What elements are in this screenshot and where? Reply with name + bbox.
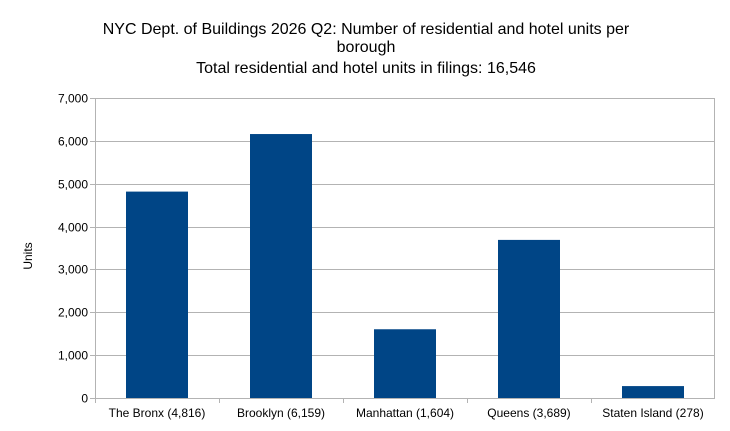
chart-subtitle: Total residential and hotel units in fil… [196,60,536,77]
x-tick-labels: The Bronx (4,816) Brooklyn (6,159) Manhatt… [109,406,704,420]
bar [250,134,312,399]
bar [374,329,436,398]
y-tick-label: 6,000 [58,135,88,149]
y-tick-label: 4,000 [58,221,88,235]
chart-title: NYC Dept. of Buildings 2026 Q2: Number o… [103,21,630,77]
x-tick-label: Staten Island (278) [602,406,703,420]
x-tick-label: Brooklyn (6,159) [237,406,325,420]
x-tick-label: Manhattan (1,604) [356,406,454,420]
y-tick-label: 7,000 [58,92,88,106]
chart-title-line-2: borough [337,39,396,56]
y-tick-label: 1,000 [58,349,88,363]
y-tick-labels: 0 1,000 2,000 3,000 4,000 5,000 6,000 7,000 [58,92,88,406]
x-tick-label: The Bronx (4,816) [109,406,206,420]
bars [126,134,684,399]
y-tick-label: 5,000 [58,178,88,192]
axes [95,98,715,403]
y-tick-label: 2,000 [58,306,88,320]
y-axis-label: Units [21,242,35,269]
bar [622,386,684,398]
y-tick-label: 0 [81,392,88,406]
chart-title-line-1: NYC Dept. of Buildings 2026 Q2: Number o… [103,21,630,38]
bar [498,239,560,398]
y-tick-label: 3,000 [58,263,88,277]
x-tick-label: Queens (3,689) [487,406,570,420]
bar [126,191,188,398]
